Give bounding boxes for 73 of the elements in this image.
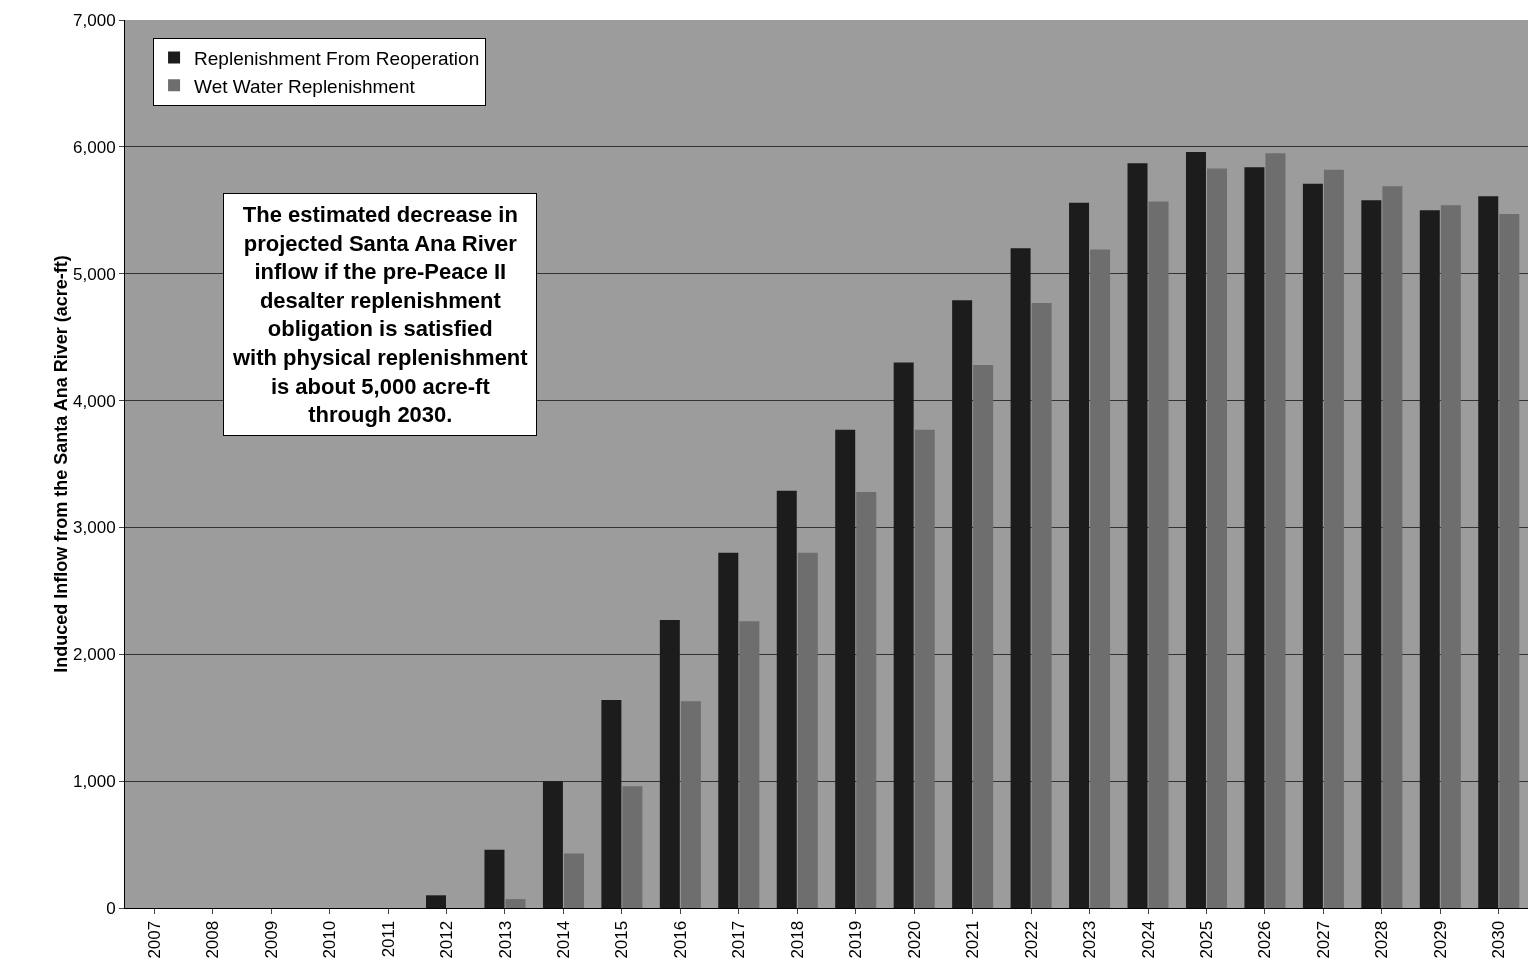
x-tick-label: 2014 [553,920,573,959]
legend-label: Wet Water Replenishment [194,75,416,97]
bar [952,300,973,908]
x-tick-label: 2008 [203,920,223,959]
y-tick-label: 5,000 [73,264,116,284]
y-axis-title: Induced Inflow from the Santa Ana River (acre-ft) [51,255,72,673]
bar [776,490,797,908]
bar [739,621,760,908]
bar [1185,151,1206,908]
y-tick-label: 6,000 [73,137,116,157]
bar [973,365,994,908]
bar [718,552,739,908]
bar [1265,153,1286,908]
legend-label: Replenishment From Reoperation [194,48,480,70]
x-tick-label: 2015 [612,920,632,959]
x-tick-label: 2021 [963,920,983,959]
y-tick-label: 3,000 [73,518,116,538]
bar [563,853,584,908]
y-tick-label: 4,000 [73,391,116,411]
bar [622,786,643,908]
x-tick-label: 2011 [378,920,398,958]
bar [1031,302,1052,908]
bar [680,701,701,908]
bar [835,429,856,908]
bar [1323,169,1344,908]
x-tick-label: 2029 [1430,920,1450,959]
bar [914,429,935,908]
bar [1069,202,1090,908]
bar [1440,205,1461,908]
bar [1302,183,1323,908]
x-tick-label: 2009 [261,920,281,959]
x-tick-label: 2027 [1313,920,1333,959]
bar [1499,214,1520,908]
bar [484,849,505,908]
x-tick-label: 2022 [1021,920,1041,959]
bar [856,491,877,908]
bar [601,699,622,908]
bar [542,781,563,908]
bar [1148,201,1169,908]
y-tick-label: 7,000 [73,10,116,30]
bar [505,899,526,908]
bar [1127,163,1148,908]
bar [426,895,446,908]
bar [1090,249,1111,908]
bar [797,552,818,908]
x-tick-label: 2025 [1197,920,1217,959]
annotation: The estimated decrease in projected Santa Ana River inflow if the pre-Peace II desalter replenishment obligation is satisfied with physical replenishment is about 5,000 acre-ft through 2030. [232,202,529,428]
x-tick-label: 2012 [437,920,457,959]
y-tick-label: 2,000 [73,645,116,665]
x-tick-label: 2026 [1255,920,1275,959]
y-tick-label: 1,000 [73,772,116,792]
x-tick-label: 2010 [320,920,340,959]
x-tick-label: 2030 [1489,920,1509,959]
x-tick-label: 2028 [1372,920,1392,959]
bar [1361,200,1382,908]
x-tick-label: 2023 [1080,920,1100,959]
x-tick-label: 2007 [144,920,164,959]
bar [1207,168,1227,908]
y-tick-label: 0 [106,898,116,918]
bar [1419,210,1440,908]
bar [1478,196,1499,908]
x-tick-label: 2018 [787,920,807,959]
bar [1244,167,1265,908]
bar [1382,186,1403,908]
bar [893,362,914,908]
x-tick-label: 2013 [495,920,515,959]
x-tick-label: 2016 [670,920,690,959]
x-tick-label: 2020 [904,920,924,959]
x-tick-label: 2019 [846,920,866,959]
bar [1010,248,1031,908]
bar [659,620,680,908]
x-tick-label: 2024 [1138,920,1158,959]
x-tick-label: 2017 [729,920,749,959]
